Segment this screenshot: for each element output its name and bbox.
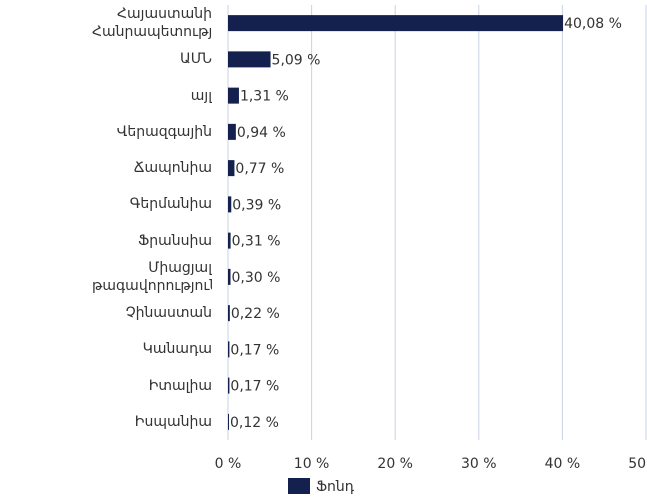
y-tick-text: Միացյալ թագավորություն <box>92 259 212 294</box>
bar <box>228 341 230 358</box>
value-label: 0,31 % <box>232 234 281 250</box>
bar <box>228 413 230 430</box>
bar <box>228 15 564 32</box>
x-tick-label: 10 % <box>294 456 330 472</box>
y-tick-label: այլ <box>0 76 212 116</box>
y-tick-text: Իտալիա <box>148 377 212 394</box>
bar <box>228 196 232 213</box>
y-tick-text: Իսպանիա <box>134 413 212 430</box>
value-label: 0,39 % <box>232 197 281 213</box>
bar <box>228 268 231 285</box>
x-tick-label: 20 % <box>377 456 413 472</box>
y-tick-label: Կանադա <box>0 329 212 369</box>
y-tick-label: Գերմանիա <box>0 184 212 224</box>
y-tick-label: Վերազգային <box>0 112 212 152</box>
value-label: 1,31 % <box>240 89 289 105</box>
y-tick-label-box: Իտալիա <box>0 366 212 406</box>
y-tick-text: Ճապոնիա <box>133 160 212 177</box>
legend-label: Ֆոնդ <box>316 479 355 495</box>
bar <box>228 87 239 104</box>
y-tick-label: Միացյալ թագավորություն <box>0 257 212 297</box>
y-tick-label-box: Վերազգային <box>0 112 212 152</box>
y-tick-label: Իսպանիա <box>0 402 212 442</box>
y-tick-label-box: Ֆրանսիա <box>0 221 212 261</box>
y-tick-text: Վերազգային <box>116 123 212 140</box>
y-tick-text: Գերմանիա <box>129 196 212 213</box>
value-label: 0,94 % <box>237 125 286 141</box>
value-label: 0,30 % <box>232 270 281 286</box>
y-tick-text: այլ <box>190 87 212 104</box>
y-tick-text: Կանադա <box>142 341 212 358</box>
y-tick-label: Չինաստան <box>0 293 212 333</box>
value-label: 5,09 % <box>272 52 321 68</box>
x-tick-label: 30 % <box>461 456 497 472</box>
bar <box>228 51 271 68</box>
y-tick-label: Իտալիա <box>0 366 212 406</box>
bar <box>228 377 230 394</box>
value-label: 40,08 % <box>564 16 622 32</box>
y-tick-text: ԱՄՆ <box>179 51 212 68</box>
value-label: 0,12 % <box>230 415 279 431</box>
y-tick-label: Ճապոնիա <box>0 148 212 188</box>
bar <box>228 160 235 177</box>
y-tick-text: Ֆրանսիա <box>138 232 212 249</box>
bar <box>228 232 231 249</box>
y-tick-label-box: Կանադա <box>0 329 212 369</box>
y-tick-label-box: Իսպանիա <box>0 402 212 442</box>
y-tick-label-box: Գերմանիա <box>0 184 212 224</box>
value-label: 0,17 % <box>230 342 279 358</box>
y-tick-label: Հայաստանի Հանրապետություն <box>0 3 212 43</box>
y-tick-label-box: Չինաստան <box>0 293 212 333</box>
y-tick-label: ԱՄՆ <box>0 39 212 79</box>
legend-swatch <box>288 478 310 494</box>
y-tick-text: Չինաստան <box>125 305 212 322</box>
value-label: 0,77 % <box>235 161 284 177</box>
value-label: 0,22 % <box>231 306 280 322</box>
x-tick-label: 50 % <box>628 456 647 472</box>
x-tick-label: 40 % <box>545 456 581 472</box>
y-tick-text: Հայաստանի Հանրապետություն <box>92 6 212 41</box>
y-tick-label-box: ԱՄՆ <box>0 39 212 79</box>
x-tick-label: 0 % <box>215 456 242 472</box>
bar <box>228 123 236 140</box>
y-tick-label-box: Հայաստանի Հանրապետություն <box>0 3 212 43</box>
y-tick-label-box: Ճապոնիա <box>0 148 212 188</box>
y-tick-label-box: այլ <box>0 76 212 116</box>
value-label: 0,17 % <box>230 379 279 395</box>
y-tick-label-box: Միացյալ թագավորություն <box>0 257 212 297</box>
y-tick-label: Ֆրանսիա <box>0 221 212 261</box>
bar <box>228 305 230 322</box>
